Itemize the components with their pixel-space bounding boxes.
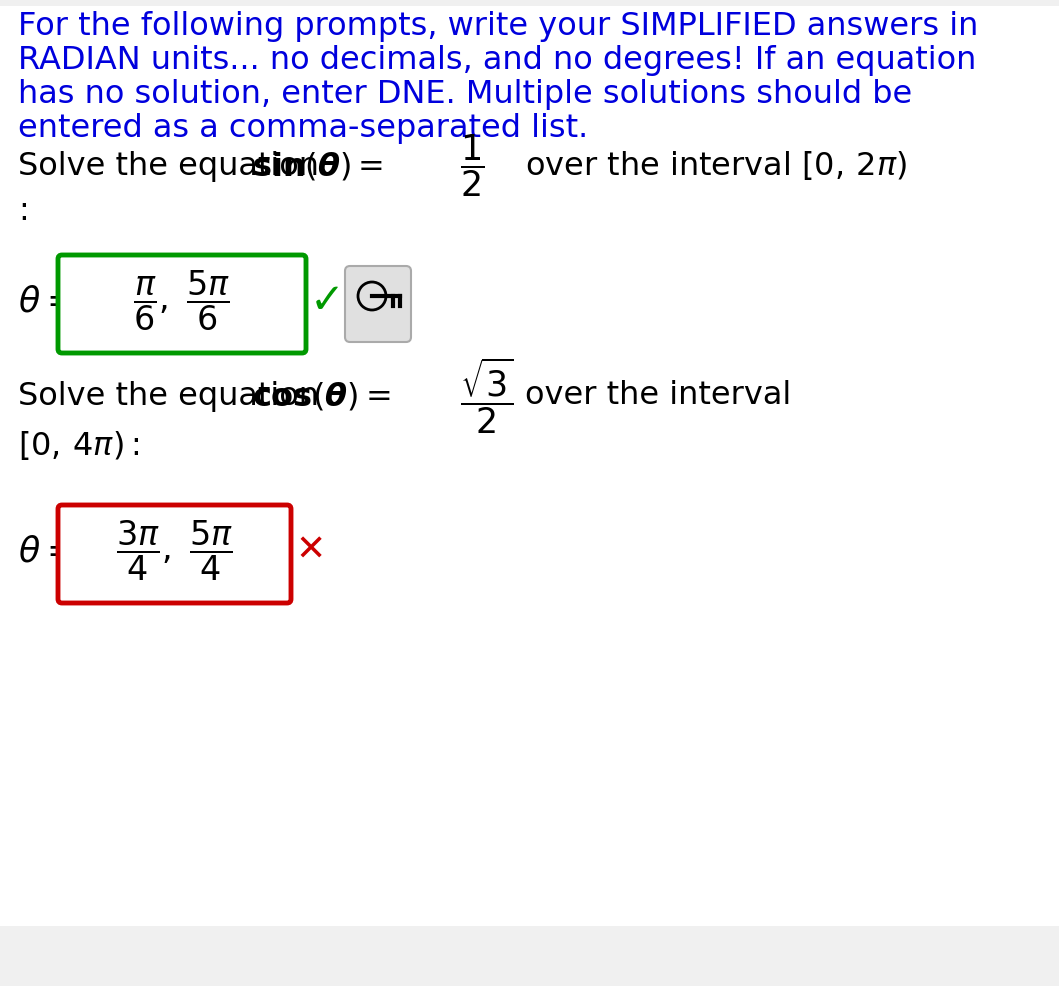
Text: over the interval $[0,\, 2\pi)$: over the interval $[0,\, 2\pi)$ — [525, 150, 908, 182]
Text: $\dfrac{\pi}{6},\ \dfrac{5\pi}{6}$: $\dfrac{\pi}{6},\ \dfrac{5\pi}{6}$ — [133, 269, 231, 333]
Text: has no solution, enter DNE. Multiple solutions should be: has no solution, enter DNE. Multiple sol… — [18, 79, 912, 110]
Text: RADIAN units... no decimals, and no degrees! If an equation: RADIAN units... no decimals, and no degr… — [18, 45, 976, 76]
Text: :: : — [18, 195, 29, 227]
Text: $\mathbf{sin}(\boldsymbol{\theta}) =$: $\mathbf{sin}(\boldsymbol{\theta}) =$ — [252, 150, 383, 182]
Text: ✕: ✕ — [295, 534, 325, 568]
Text: $\mathbf{cos}(\boldsymbol{\theta}) =$: $\mathbf{cos}(\boldsymbol{\theta}) =$ — [252, 380, 391, 412]
FancyBboxPatch shape — [345, 266, 411, 342]
Text: $\dfrac{1}{2}$: $\dfrac{1}{2}$ — [460, 132, 484, 199]
Text: entered as a comma-separated list.: entered as a comma-separated list. — [18, 113, 588, 144]
Text: $\dfrac{3\pi}{4},\ \dfrac{5\pi}{4}$: $\dfrac{3\pi}{4},\ \dfrac{5\pi}{4}$ — [115, 519, 233, 583]
Text: $\dfrac{\sqrt{3}}{2}$: $\dfrac{\sqrt{3}}{2}$ — [460, 356, 514, 437]
Text: over the interval: over the interval — [525, 381, 791, 411]
FancyBboxPatch shape — [58, 255, 306, 353]
Text: $[0,\, 4\pi):$: $[0,\, 4\pi):$ — [18, 430, 140, 462]
Text: $\theta =$: $\theta =$ — [18, 284, 73, 318]
Text: Solve the equation: Solve the equation — [18, 381, 319, 411]
FancyBboxPatch shape — [0, 6, 1059, 926]
Text: Solve the equation: Solve the equation — [18, 151, 319, 181]
Text: ✓: ✓ — [310, 280, 345, 322]
Text: For the following prompts, write your SIMPLIFIED answers in: For the following prompts, write your SI… — [18, 11, 979, 42]
FancyBboxPatch shape — [58, 505, 291, 603]
Text: $\theta =$: $\theta =$ — [18, 534, 73, 568]
